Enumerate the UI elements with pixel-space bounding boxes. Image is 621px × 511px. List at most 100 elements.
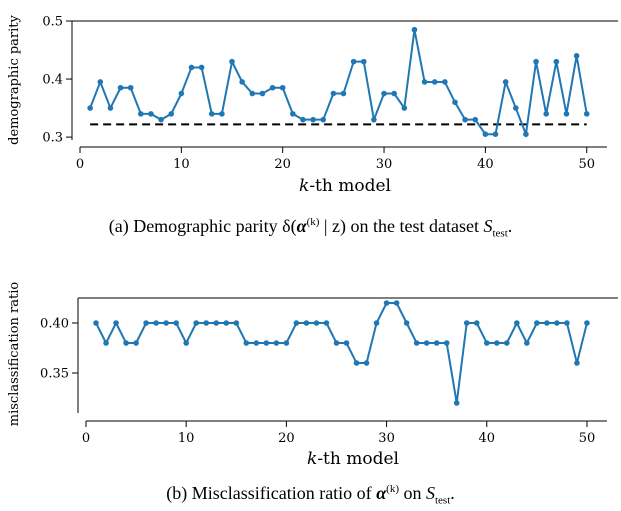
panel-b-data-point — [203, 320, 210, 326]
panel-b-data-point — [483, 340, 490, 346]
panel-a-data-point — [107, 105, 114, 111]
caption-b-alpha: α — [376, 483, 387, 503]
panel-a-data-point — [290, 111, 296, 117]
panel-a-ytick-label: 0.3 — [42, 131, 63, 146]
panel-b-data-point — [373, 320, 380, 326]
panel-b-data-point — [363, 360, 370, 366]
caption-b-set: S — [425, 483, 435, 503]
panel-b-ytick-label: 0.40 — [40, 317, 69, 332]
panel-a-data-point — [97, 79, 104, 85]
panel-b-chart: misclassification ratio k-th model 0 10 20… — [7, 282, 618, 469]
panel-b-data-point — [153, 320, 159, 326]
caption-a-sub: test — [492, 227, 508, 240]
panel-a-data-point — [553, 58, 560, 65]
panel-b-data-point — [393, 300, 400, 306]
panel-b-data-point — [223, 320, 230, 326]
panel-a-xtick-label: 20 — [274, 157, 291, 172]
panel-a-data-point — [198, 64, 205, 71]
panel-a-data-point — [411, 26, 418, 33]
panel-b-data-point — [403, 320, 410, 326]
panel-a-data-point — [320, 116, 327, 123]
panel-a-xtick-label: 10 — [173, 157, 190, 172]
panel-a-data-point — [330, 90, 337, 97]
panel-b-data-point — [433, 340, 440, 346]
panel-b-data-point — [183, 340, 189, 346]
panel-b-data-point — [323, 320, 330, 326]
panel-a-data-point — [350, 58, 357, 65]
panel-a-data-point — [269, 84, 276, 91]
panel-b-xtick-label: 10 — [178, 431, 195, 446]
panel-a-data-point — [239, 79, 245, 85]
panel-b-xtick-label: 50 — [579, 431, 596, 446]
panel-a-data-point — [87, 105, 93, 111]
panel-a-data-point — [482, 131, 489, 137]
caption-b-prefix: (b) Misclassification ratio of — [166, 483, 377, 503]
panel-a-xtick-label: 0 — [76, 157, 84, 172]
panel-a-data-point — [138, 111, 144, 117]
panel-a-data-point — [340, 90, 347, 97]
panel-b-data-point — [103, 340, 109, 346]
panel-a-data-point — [249, 90, 256, 97]
panel-b-data-point — [333, 340, 340, 346]
panel-a-data-point — [208, 111, 215, 117]
panel-a-xlabel: k-th model — [299, 176, 391, 196]
panel-b-data-point — [173, 320, 179, 326]
panel-b-data-point — [193, 320, 200, 326]
panel-b-data-point — [353, 360, 360, 366]
panel-a-data-point — [391, 90, 397, 97]
panel-a-data-point — [158, 116, 164, 123]
panel-b-data-point — [544, 320, 550, 326]
panel-a-chart: demographic parity k-th model 0 10 20 30 40 5… — [7, 14, 618, 196]
panel-b-data-point — [303, 320, 310, 326]
panel-a-data-point — [168, 111, 175, 117]
panel-a-data-point — [127, 84, 134, 91]
panel-b-data-point — [534, 320, 540, 326]
panel-b-data-point — [93, 320, 99, 326]
caption-a-mid: | z) on the test dataset — [319, 216, 484, 236]
panel-b-data-point — [564, 320, 570, 326]
panel-b-data-point — [524, 340, 530, 346]
caption-a-set: S — [483, 216, 493, 236]
panel-b-xtick-label: 30 — [378, 431, 395, 446]
panel-b-data-point — [584, 320, 590, 326]
panel-a-data-point — [502, 79, 509, 85]
panel-a-data-point — [462, 116, 468, 123]
panel-a-data-point — [543, 111, 549, 117]
panel-a-xtick-label: 30 — [376, 157, 393, 172]
panel-a-data-point — [310, 116, 316, 123]
panel-a-data-point — [229, 58, 235, 65]
panel-b-data-point — [443, 340, 450, 346]
panel-a-data-point — [148, 111, 154, 117]
panel-a-data-point — [573, 53, 580, 59]
panel-b-data-point — [253, 340, 260, 346]
panel-b-ylabel: misclassification ratio — [7, 282, 22, 427]
panel-b-data-point — [143, 320, 149, 326]
panel-a-data-point — [401, 105, 408, 111]
panel-a-data-point — [300, 116, 306, 123]
panel-a-data-point — [492, 131, 499, 137]
panel-a-data-point — [583, 111, 590, 117]
panel-b-data-point — [313, 320, 320, 326]
panel-b-data-point — [514, 320, 520, 326]
caption-a-alpha: α — [296, 216, 307, 236]
panel-b-data-point — [123, 340, 129, 346]
panel-b-data-point — [463, 320, 470, 326]
panel-a-data-point — [259, 90, 266, 97]
panel-b-ytick-label: 0.35 — [40, 367, 69, 382]
panel-b-data-point — [554, 320, 560, 326]
panel-b-data-point — [453, 400, 460, 406]
caption-a-sup: (k) — [306, 216, 320, 228]
panel-b-data-point — [493, 340, 500, 346]
panel-b-data-point — [423, 340, 430, 346]
panel-a-ylabel: demographic parity — [7, 14, 22, 144]
panel-b-data-point — [413, 340, 420, 346]
panel-b-xlabel: k-th model — [307, 449, 399, 469]
panel-b-data-point — [113, 320, 119, 326]
caption-a-prefix: (a) Demographic parity δ( — [108, 216, 297, 236]
panel-b-data-point — [243, 340, 250, 346]
panel-b-data-point — [263, 340, 270, 346]
caption-b-mid: on — [398, 483, 426, 503]
panel-b-data-point — [293, 320, 300, 326]
panel-a-data-point — [452, 99, 458, 106]
caption-b-suffix: . — [450, 483, 455, 503]
